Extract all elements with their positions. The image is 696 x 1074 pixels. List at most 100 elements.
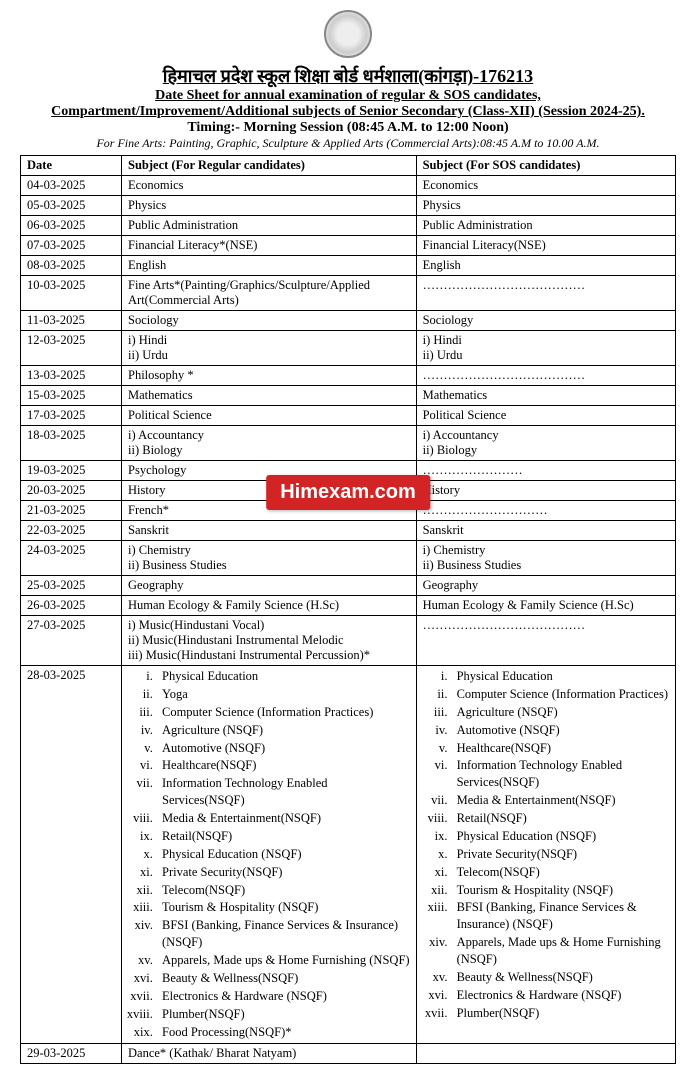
list-item: Automotive (NSQF) xyxy=(451,722,669,740)
cell: Physics xyxy=(122,196,417,216)
cell-date: 06-03-2025 xyxy=(21,216,122,236)
cell: i) Accountancyii) Biology xyxy=(122,426,417,461)
cell: Human Ecology & Family Science (H.Sc) xyxy=(122,596,417,616)
cell-date: 28-03-2025 xyxy=(21,666,122,1044)
cell-date: 10-03-2025 xyxy=(21,276,122,311)
col-regular: Subject (For Regular candidates) xyxy=(122,156,417,176)
cell-date: 22-03-2025 xyxy=(21,521,122,541)
table-header-row: Date Subject (For Regular candidates) Su… xyxy=(21,156,676,176)
table-row: 17-03-2025Political SciencePolitical Sci… xyxy=(21,406,676,426)
list-item: Retail(NSQF) xyxy=(156,828,410,846)
cell-date: 20-03-2025 xyxy=(21,481,122,501)
cell: …………………… xyxy=(416,461,675,481)
list-item: BFSI (Banking, Finance Services & Insura… xyxy=(451,899,669,934)
cell-date: 11-03-2025 xyxy=(21,311,122,331)
cell: Public Administration xyxy=(416,216,675,236)
cell-date: 17-03-2025 xyxy=(21,406,122,426)
cell-date: 08-03-2025 xyxy=(21,256,122,276)
list-item: Information Technology Enabled Services(… xyxy=(156,775,410,810)
cell: Sociology xyxy=(416,311,675,331)
fine-arts-note: For Fine Arts: Painting, Graphic, Sculpt… xyxy=(20,136,676,151)
list-item: Plumber(NSQF) xyxy=(156,1006,410,1024)
list-item: Plumber(NSQF) xyxy=(451,1005,669,1023)
table-row: 12-03-2025i) Hindiii) Urdui) Hindiii) Ur… xyxy=(21,331,676,366)
table-row: 26-03-2025Human Ecology & Family Science… xyxy=(21,596,676,616)
cell-date: 24-03-2025 xyxy=(21,541,122,576)
list-item: Automotive (NSQF) xyxy=(156,740,410,758)
list-item: Tourism & Hospitality (NSQF) xyxy=(156,899,410,917)
table-row: 22-03-2025SanskritSanskrit xyxy=(21,521,676,541)
board-logo xyxy=(20,10,676,62)
cell: Human Ecology & Family Science (H.Sc) xyxy=(416,596,675,616)
cell: Fine Arts*(Painting/Graphics/Sculpture/A… xyxy=(122,276,417,311)
cell-date: 05-03-2025 xyxy=(21,196,122,216)
cell: ………………………………… xyxy=(416,616,675,666)
table-row: 29-03-2025Dance* (Kathak/ Bharat Natyam) xyxy=(21,1044,676,1064)
cell-date: 26-03-2025 xyxy=(21,596,122,616)
table-row: 08-03-2025EnglishEnglish xyxy=(21,256,676,276)
cell: Political Science xyxy=(416,406,675,426)
cell: i) Chemistryii) Business Studies xyxy=(416,541,675,576)
timing-line: Timing:- Morning Session (08:45 A.M. to … xyxy=(20,120,676,136)
list-item: Healthcare(NSQF) xyxy=(156,757,410,775)
table-row: 06-03-2025Public AdministrationPublic Ad… xyxy=(21,216,676,236)
cell-date: 07-03-2025 xyxy=(21,236,122,256)
cell: Sanskrit xyxy=(416,521,675,541)
cell: Philosophy * xyxy=(122,366,417,386)
cell: History xyxy=(416,481,675,501)
document-header: हिमाचल प्रदेश स्कूल शिक्षा बोर्ड धर्मशाल… xyxy=(20,64,676,151)
cell: Public Administration xyxy=(122,216,417,236)
list-item: Computer Science (Information Practices) xyxy=(156,704,410,722)
title-line-2: Compartment/Improvement/Additional subje… xyxy=(20,104,676,120)
cell: Dance* (Kathak/ Bharat Natyam) xyxy=(122,1044,417,1064)
cell-date: 04-03-2025 xyxy=(21,176,122,196)
table-row: 05-03-2025PhysicsPhysics xyxy=(21,196,676,216)
list-item: Physical Education xyxy=(156,668,410,686)
list-item: Computer Science (Information Practices) xyxy=(451,686,669,704)
cell: Sociology xyxy=(122,311,417,331)
list-item: Media & Entertainment(NSQF) xyxy=(451,792,669,810)
table-row: 25-03-2025GeographyGeography xyxy=(21,576,676,596)
cell: Political Science xyxy=(122,406,417,426)
org-title: हिमाचल प्रदेश स्कूल शिक्षा बोर्ड धर्मशाल… xyxy=(20,64,676,88)
cell: Mathematics xyxy=(416,386,675,406)
cell xyxy=(416,1044,675,1064)
cell-list: Physical EducationComputer Science (Info… xyxy=(416,666,675,1044)
list-item: Retail(NSQF) xyxy=(451,810,669,828)
cell: i) Hindiii) Urdu xyxy=(416,331,675,366)
cell: i) Chemistryii) Business Studies xyxy=(122,541,417,576)
list-item: BFSI (Banking, Finance Services & Insura… xyxy=(156,917,410,952)
cell-date: 18-03-2025 xyxy=(21,426,122,461)
cell: Geography xyxy=(416,576,675,596)
cell: i) Music(Hindustani Vocal)ii) Music(Hind… xyxy=(122,616,417,666)
cell: Sanskrit xyxy=(122,521,417,541)
cell-date: 27-03-2025 xyxy=(21,616,122,666)
cell-date: 29-03-2025 xyxy=(21,1044,122,1064)
table-row: 04-03-2025EconomicsEconomics xyxy=(21,176,676,196)
cell: Physics xyxy=(416,196,675,216)
table-row: 28-03-2025Physical EducationYogaComputer… xyxy=(21,666,676,1044)
list-item: Tourism & Hospitality (NSQF) xyxy=(451,882,669,900)
cell-list: Physical EducationYogaComputer Science (… xyxy=(122,666,417,1044)
list-item: Information Technology Enabled Services(… xyxy=(451,757,669,792)
table-row: 07-03-2025Financial Literacy*(NSE)Financ… xyxy=(21,236,676,256)
list-item: Private Security(NSQF) xyxy=(451,846,669,864)
cell-date: 21-03-2025 xyxy=(21,501,122,521)
list-item: Physical Education xyxy=(451,668,669,686)
list-item: Healthcare(NSQF) xyxy=(451,740,669,758)
table-row: 11-03-2025SociologySociology xyxy=(21,311,676,331)
cell: ………………………………… xyxy=(416,366,675,386)
cell-date: 19-03-2025 xyxy=(21,461,122,481)
list-item: Physical Education (NSQF) xyxy=(156,846,410,864)
list-item: Beauty & Wellness(NSQF) xyxy=(156,970,410,988)
cell: Economics xyxy=(122,176,417,196)
list-item: Beauty & Wellness(NSQF) xyxy=(451,969,669,987)
list-item: Electronics & Hardware (NSQF) xyxy=(156,988,410,1006)
cell: Mathematics xyxy=(122,386,417,406)
cell: Geography xyxy=(122,576,417,596)
table-row: 24-03-2025i) Chemistryii) Business Studi… xyxy=(21,541,676,576)
cell-date: 13-03-2025 xyxy=(21,366,122,386)
col-date: Date xyxy=(21,156,122,176)
list-item: Agriculture (NSQF) xyxy=(156,722,410,740)
table-row: 18-03-2025i) Accountancyii) Biologyi) Ac… xyxy=(21,426,676,461)
